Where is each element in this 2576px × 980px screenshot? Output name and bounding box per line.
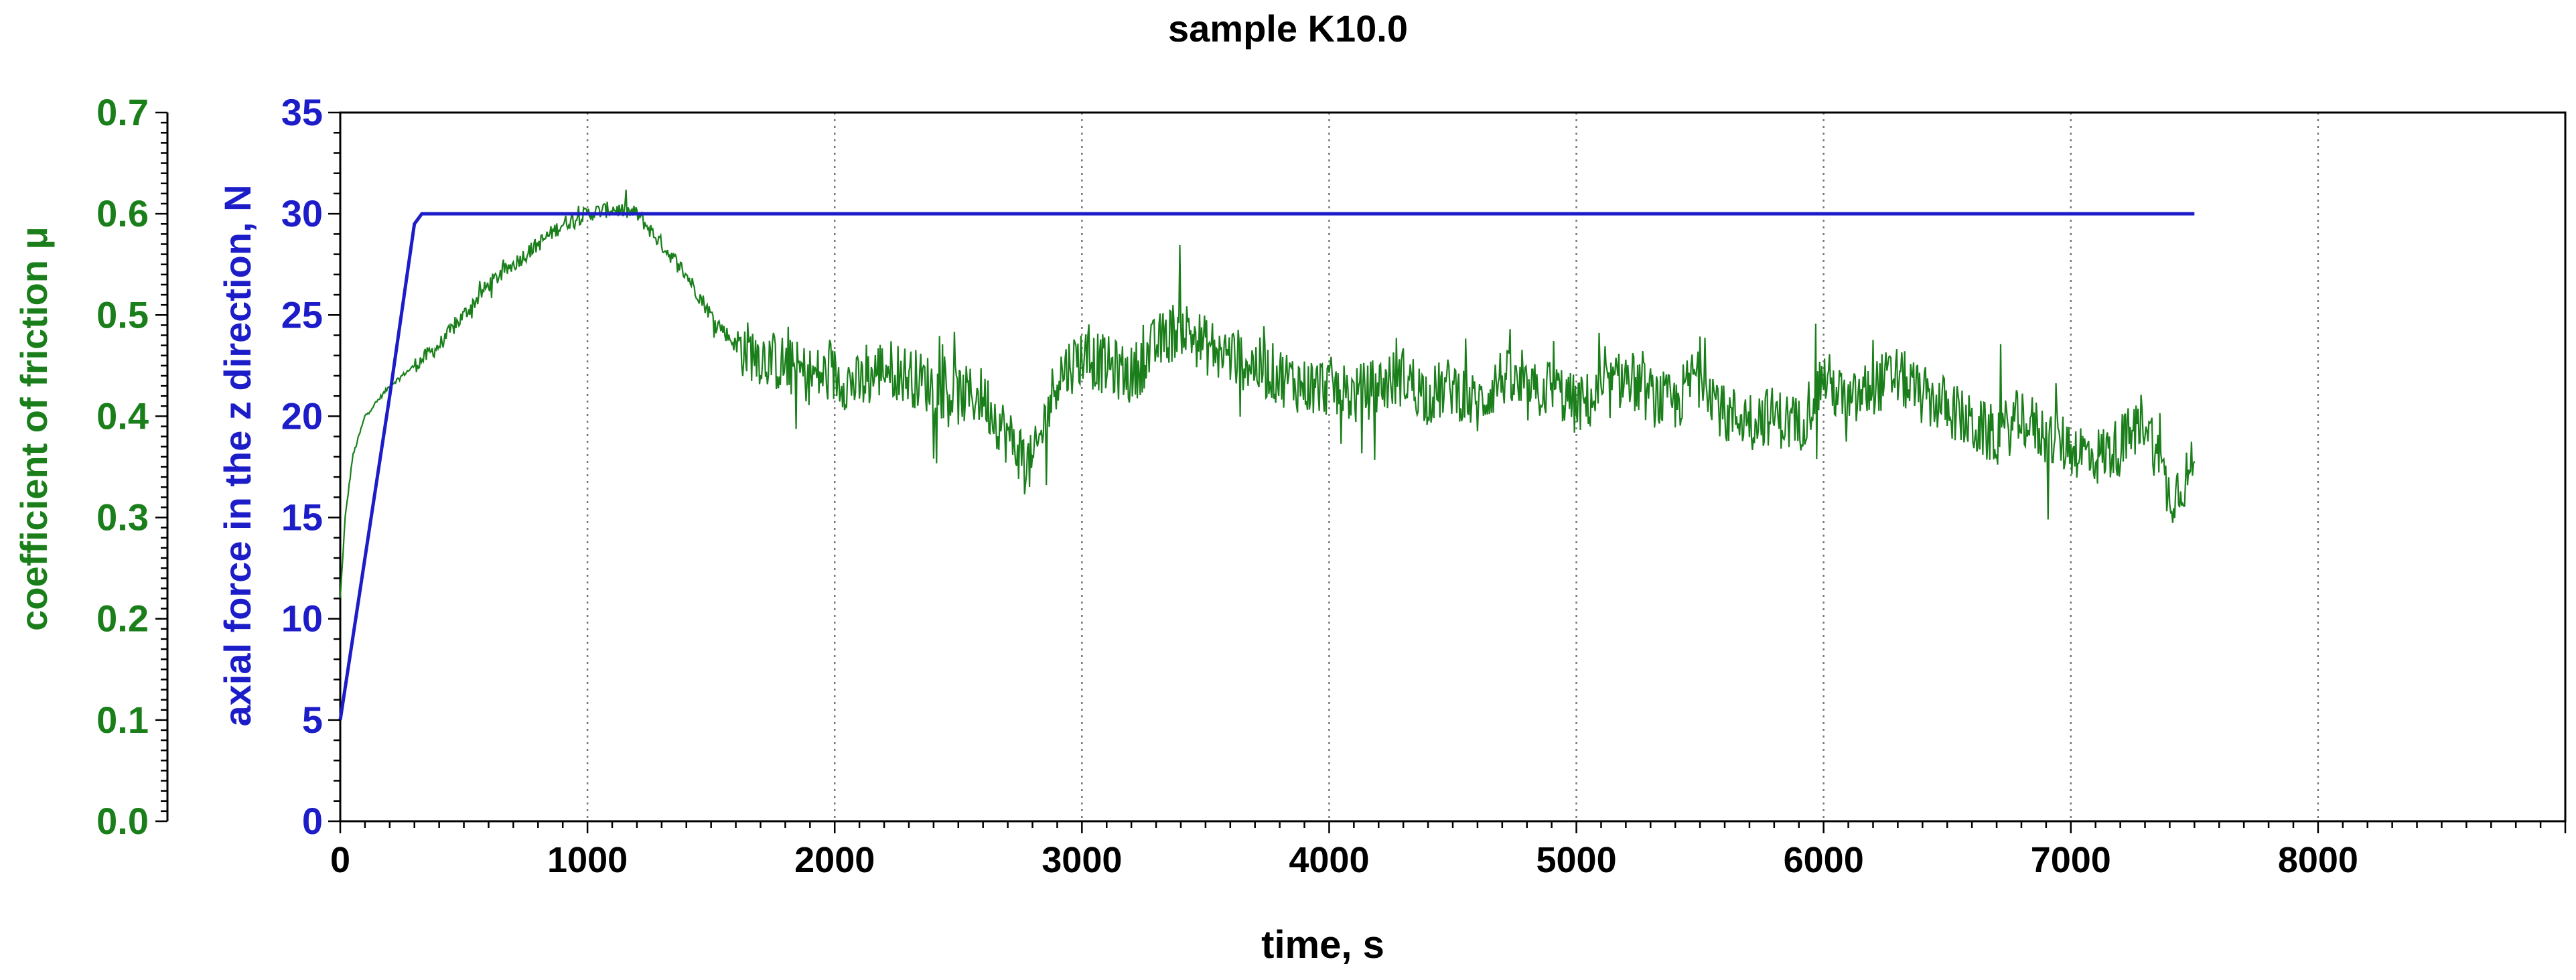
x-tick-label-5: 5000 bbox=[1536, 840, 1616, 880]
y-axis-friction-label: coefficient of friction μ bbox=[13, 226, 55, 631]
x-axis-label: time, s bbox=[1261, 923, 1384, 967]
plot-frame bbox=[339, 111, 2567, 823]
y-axis-force: 0 5 10 15 20 25 30 35 bbox=[281, 91, 340, 842]
y-force-tick-label-2: 10 bbox=[281, 598, 323, 640]
y-force-tick-label-4: 20 bbox=[281, 395, 323, 437]
chart-title: sample K10.0 bbox=[1168, 7, 1408, 50]
y-force-tick-label-1: 5 bbox=[302, 699, 323, 741]
y-friction-tick-label-1: 0.1 bbox=[96, 699, 149, 741]
x-axis: 0 1000 2000 3000 4000 5000 6000 7000 8000 bbox=[330, 821, 2567, 880]
x-tick-label-1: 1000 bbox=[547, 840, 628, 880]
y-axis-force-label: axial force in the z direction, N bbox=[216, 184, 259, 726]
series-layer bbox=[338, 190, 2196, 721]
series-line-force bbox=[338, 212, 2195, 721]
y-friction-tick-label-7: 0.7 bbox=[96, 91, 149, 133]
vertical-grid bbox=[586, 113, 2319, 821]
y-friction-tick-label-4: 0.4 bbox=[96, 395, 149, 437]
series-line-friction bbox=[339, 190, 2196, 598]
y-friction-tick-label-3: 0.3 bbox=[96, 496, 149, 539]
y-force-tick-label-3: 15 bbox=[281, 496, 323, 539]
x-tick-label-2: 2000 bbox=[794, 840, 875, 880]
x-tick-label-8: 8000 bbox=[2278, 840, 2358, 880]
y-force-tick-label-7: 35 bbox=[281, 91, 323, 133]
y-force-tick-label-0: 0 bbox=[302, 800, 323, 842]
y-friction-tick-label-2: 0.2 bbox=[96, 598, 149, 640]
x-tick-label-4: 4000 bbox=[1289, 840, 1369, 880]
y-friction-tick-label-0: 0.0 bbox=[96, 800, 149, 842]
y-friction-tick-label-6: 0.6 bbox=[96, 192, 149, 234]
y-friction-tick-label-5: 0.5 bbox=[96, 293, 149, 336]
x-tick-label-6: 6000 bbox=[1784, 840, 1864, 880]
y-force-tick-label-6: 30 bbox=[281, 192, 323, 234]
y-axis-friction: 0.0 0.1 0.2 0.3 0.4 0.5 0.6 0.7 bbox=[96, 91, 169, 842]
y-force-tick-label-5: 25 bbox=[281, 293, 323, 336]
x-tick-label-3: 3000 bbox=[1042, 840, 1122, 880]
x-tick-label-7: 7000 bbox=[2031, 840, 2111, 880]
x-tick-label-0: 0 bbox=[330, 840, 350, 880]
